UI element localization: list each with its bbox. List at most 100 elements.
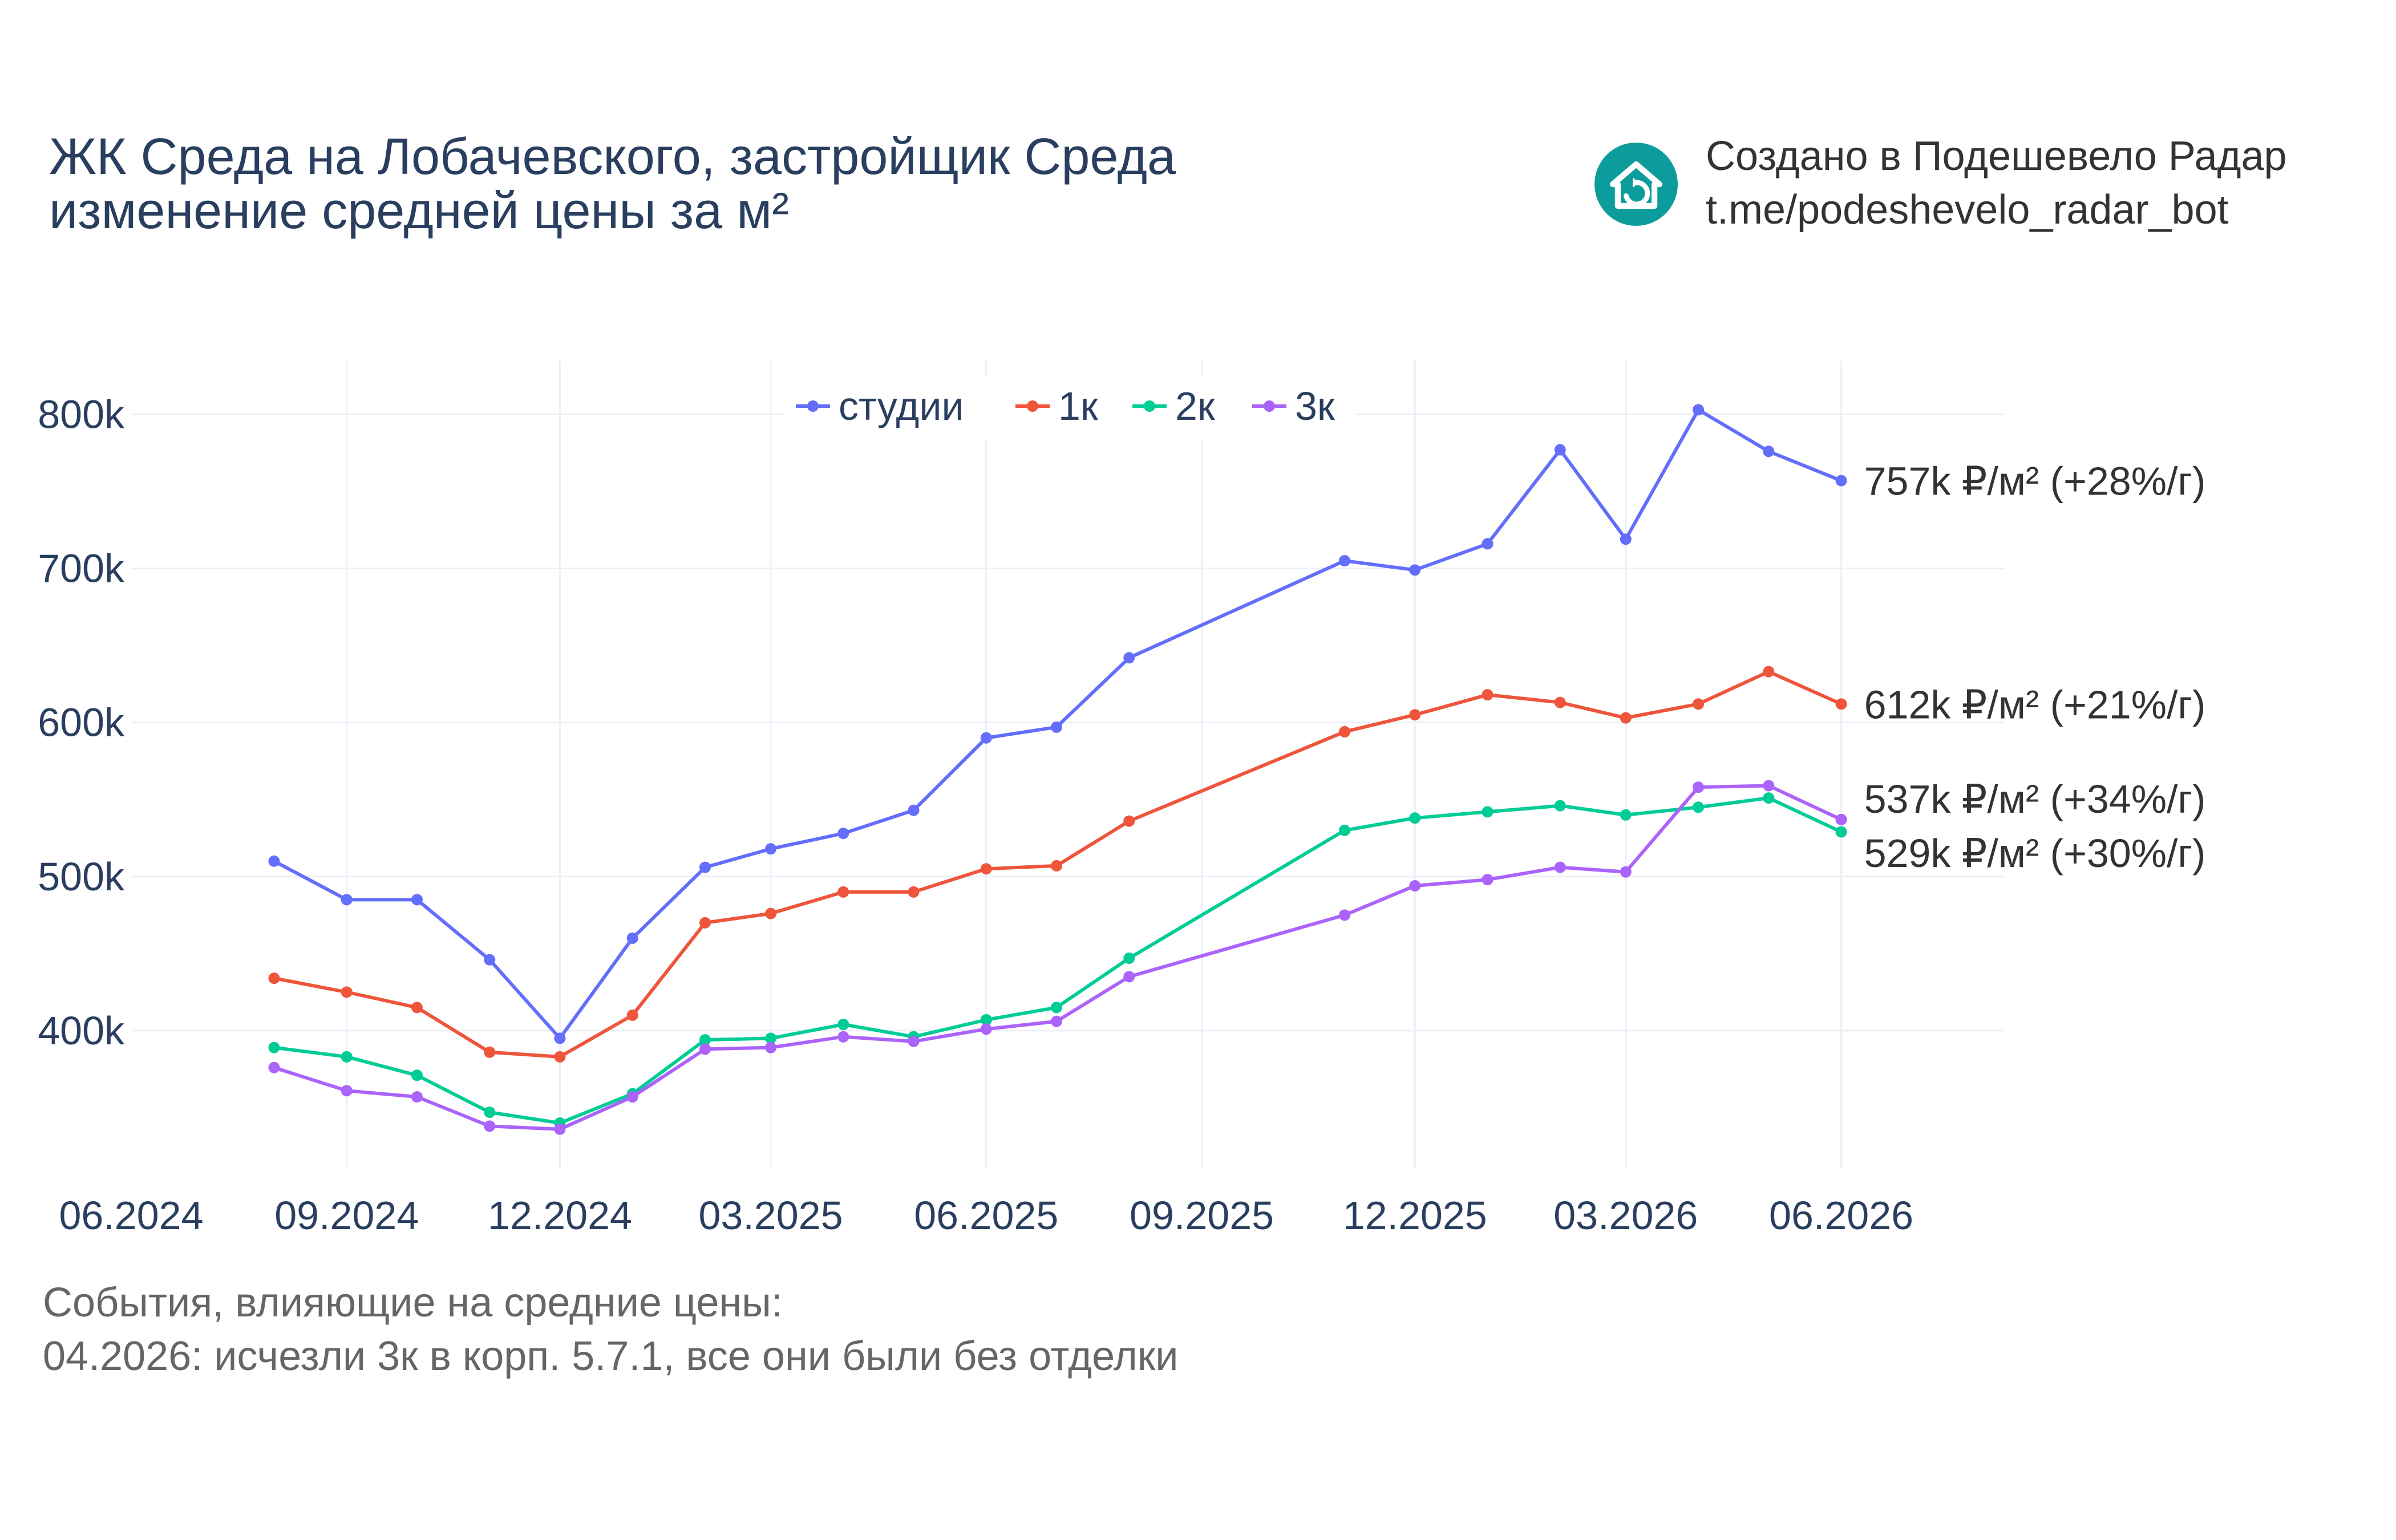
data-point [1763, 780, 1775, 792]
data-point [765, 1032, 777, 1044]
data-point [1693, 404, 1705, 416]
events-heading: События, влияющие на средние цены: [43, 1280, 783, 1326]
branding-line-1: Создано в Подешевело Радар [1706, 133, 2287, 179]
chart-series [268, 404, 1847, 1135]
data-point [1482, 689, 1494, 701]
data-point [1409, 564, 1421, 576]
data-point [1620, 866, 1632, 878]
y-tick-label: 600k [38, 700, 125, 745]
data-point [837, 886, 849, 898]
data-point [1835, 698, 1847, 710]
data-point [1409, 880, 1421, 892]
data-point [1482, 806, 1494, 818]
series-end-label: 757k ₽/м² (+28%/г) [1864, 459, 2206, 504]
data-point [1050, 1002, 1062, 1014]
legend-item[interactable]: 3к [1252, 384, 1335, 428]
x-tick-label: 03.2025 [698, 1193, 843, 1238]
events-note: События, влияющие на средние цены: 04.20… [43, 1276, 1179, 1383]
series-end-label: 612k ₽/м² (+21%/г) [1864, 682, 2206, 727]
series-end-labels: 757k ₽/м² (+28%/г) 612k ₽/м² (+21%/г) 537k… [1864, 459, 2206, 876]
x-axis-ticks: 06.2024 09.2024 12.2024 03.2025 06.2025 09.20… [59, 1193, 1913, 1238]
data-point [626, 1009, 638, 1021]
x-tick-label: 06.2024 [59, 1193, 203, 1238]
data-point [1050, 721, 1062, 733]
data-point [484, 954, 496, 966]
events-item: 04.2026: исчезли 3к в корп. 5.7.1, все о… [43, 1333, 1179, 1379]
y-tick-label: 700k [38, 546, 125, 591]
data-point [1339, 824, 1351, 836]
data-point [980, 1023, 992, 1035]
data-point [484, 1046, 496, 1058]
data-point [1339, 555, 1351, 567]
x-tick-label: 09.2025 [1130, 1193, 1274, 1238]
chart-title-line-1: ЖК Среда на Лобачевского, застройщик Сре… [49, 128, 1176, 185]
x-tick-label: 12.2024 [488, 1193, 632, 1238]
series-end-label: 537k ₽/м² (+34%/г) [1864, 777, 2206, 821]
data-point [1123, 971, 1135, 983]
data-point [1693, 781, 1705, 793]
data-point [484, 1120, 496, 1132]
data-point [1835, 813, 1847, 825]
data-point [411, 894, 423, 906]
legend-swatch-marker [1264, 400, 1275, 412]
chart-title: ЖК Среда на Лобачевского, застройщик Сре… [49, 128, 1176, 240]
x-tick-label: 03.2026 [1553, 1193, 1698, 1238]
y-tick-label: 400k [38, 1008, 125, 1053]
data-point [1409, 709, 1421, 721]
branding-link[interactable]: t.me/podeshevelo_radar_bot [1706, 187, 2229, 233]
legend-label: студии [839, 384, 964, 428]
data-point [980, 732, 992, 744]
series-end-label: 529k ₽/м² (+30%/г) [1864, 831, 2206, 876]
data-point [1763, 792, 1775, 804]
data-point [1763, 445, 1775, 457]
data-point [554, 1123, 566, 1135]
data-point [1409, 812, 1421, 824]
chart-grid [131, 360, 2005, 1169]
data-point [411, 1069, 423, 1081]
y-tick-label: 800k [38, 392, 125, 437]
data-point [908, 804, 920, 816]
data-point [1554, 696, 1566, 708]
series-line [273, 784, 1842, 1131]
data-point [837, 1031, 849, 1043]
data-point [1835, 826, 1847, 838]
chart-legend[interactable]: студии 1к 2к 3к [784, 376, 1355, 439]
data-point [1554, 444, 1566, 456]
data-point [837, 1019, 849, 1031]
data-point [341, 894, 353, 906]
data-point [980, 863, 992, 875]
series-line [274, 796, 1842, 1125]
data-point [341, 1085, 353, 1097]
legend-item[interactable]: студии [796, 384, 964, 428]
data-point [554, 1051, 566, 1063]
data-point [1620, 712, 1632, 724]
y-tick-label: 500k [38, 854, 125, 899]
data-point [765, 843, 777, 855]
x-tick-label: 12.2025 [1343, 1193, 1487, 1238]
legend-swatch-marker [1144, 400, 1155, 412]
house-refresh-icon[interactable] [1594, 143, 1678, 226]
logo-arrow-head [1633, 177, 1640, 188]
data-point [1339, 909, 1351, 921]
data-point [411, 1002, 423, 1014]
y-axis-ticks: 400k 500k 600k 700k 800k [38, 392, 125, 1053]
data-point [1482, 874, 1494, 886]
data-point [1554, 861, 1566, 873]
data-point [626, 932, 638, 944]
legend-label: 2к [1175, 384, 1215, 428]
data-point [1620, 533, 1632, 545]
data-point [1482, 538, 1494, 550]
data-point [699, 1034, 711, 1046]
legend-item[interactable]: 1к [1015, 384, 1098, 428]
branding: Создано в Подешевело Радар t.me/podeshev… [1706, 130, 2287, 237]
data-point [268, 1061, 280, 1073]
legend-item[interactable]: 2к [1132, 384, 1215, 428]
data-point [1339, 726, 1351, 737]
data-point [1123, 952, 1135, 964]
data-point [699, 861, 711, 873]
data-point [1050, 1015, 1062, 1027]
data-point [1123, 652, 1135, 664]
chart-title-line-2: изменение средней цены за м² [49, 183, 790, 240]
legend-swatch-marker [807, 400, 819, 412]
